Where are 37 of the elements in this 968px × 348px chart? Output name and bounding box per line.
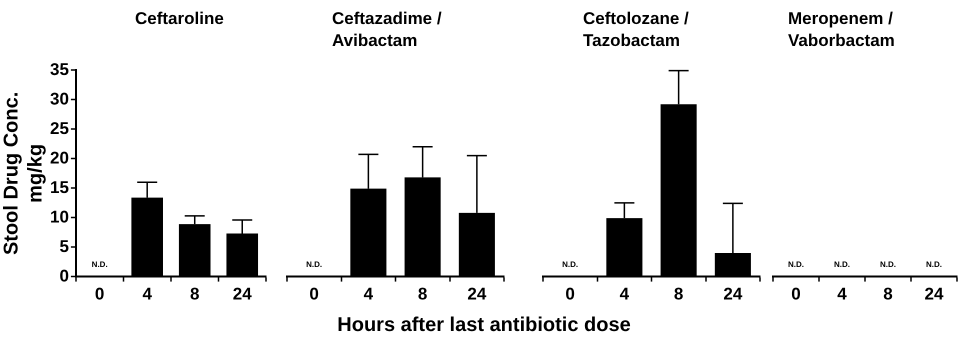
x-tick-label: 8 (190, 284, 200, 304)
chart-title: Ceftolozane / Tazobactam (583, 8, 689, 52)
x-tick-label: 24 (723, 284, 743, 304)
y-tick-label: 30 (50, 89, 69, 108)
x-tick-label: 8 (418, 284, 428, 304)
y-tick-label: 10 (50, 207, 69, 226)
y-tick-label: 5 (59, 236, 69, 256)
x-tick-label: 4 (837, 284, 848, 304)
y-tick-label: 20 (50, 148, 69, 168)
x-tick-label: 4 (364, 284, 374, 304)
x-tick-label: 4 (620, 284, 630, 304)
x-tick-label: 0 (94, 284, 104, 304)
y-tick-label: 0 (59, 266, 69, 286)
chart-title: Ceftaroline (135, 8, 224, 30)
y-axis-title: Stool Drug Conc. mg/kg (0, 92, 47, 256)
x-tick-label: 0 (565, 284, 575, 304)
x-tick-label: 0 (791, 284, 801, 304)
x-tick-label: 0 (309, 284, 319, 304)
x-tick-label: 24 (232, 284, 252, 304)
x-tick-label: 8 (883, 284, 893, 304)
x-tick-label: 24 (924, 284, 944, 304)
chart-title: Ceftazadime / Avibactam (332, 8, 442, 52)
text: N.D. (926, 260, 942, 269)
text: N.D. (306, 260, 322, 269)
y-tick-label: 35 (50, 60, 69, 79)
text: N.D. (880, 260, 896, 269)
x-axis-title: Hours after last antibiotic dose (336, 314, 632, 337)
y-tick-label: 25 (50, 118, 69, 138)
text: N.D. (562, 260, 578, 269)
chart-title: Meropenem / Vaborbactam (788, 8, 895, 52)
x-tick-label: 8 (674, 284, 684, 304)
text: N.D. (92, 260, 108, 269)
x-tick-label: 4 (142, 284, 152, 304)
text: N.D. (834, 260, 850, 269)
text: N.D. (788, 260, 804, 269)
x-tick-label: 24 (467, 284, 487, 304)
y-tick-label: 15 (50, 178, 69, 197)
